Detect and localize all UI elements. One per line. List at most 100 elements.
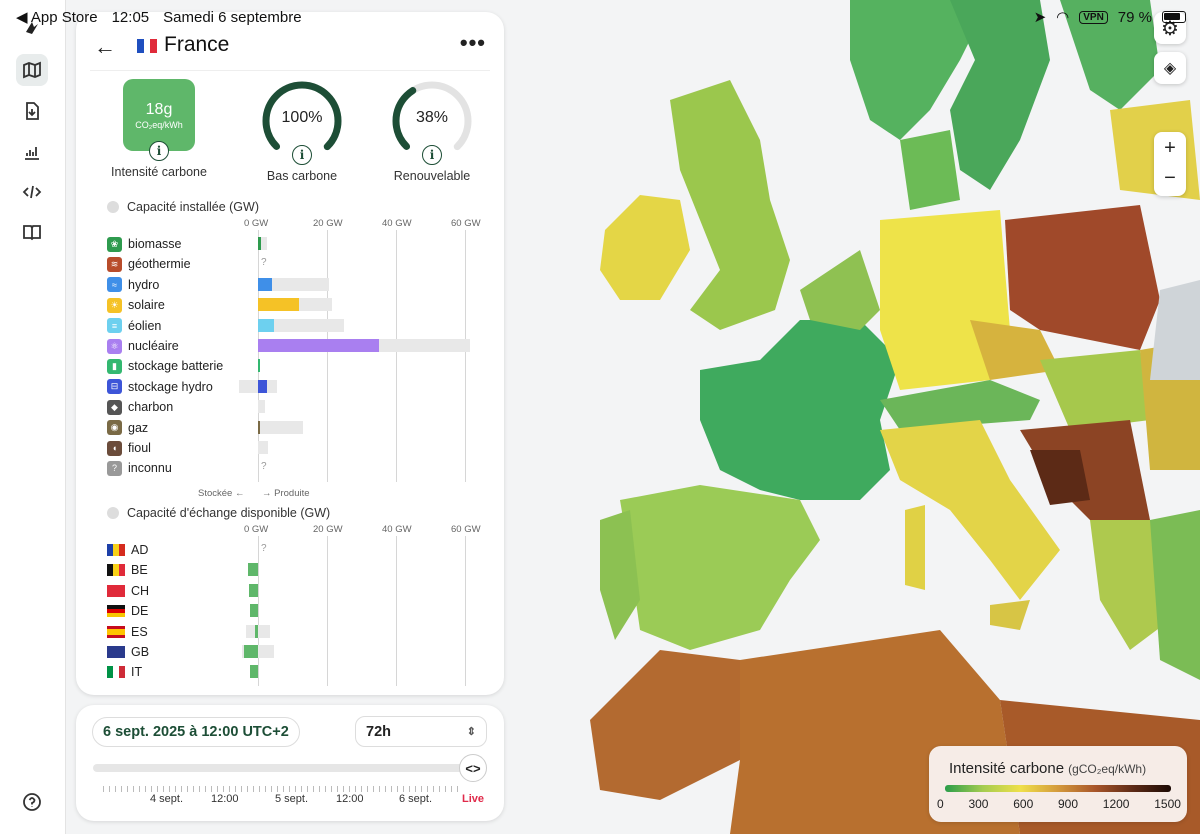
source-row[interactable]: ☀ solaire <box>107 296 165 314</box>
balkans-region[interactable] <box>1020 420 1150 520</box>
range-selector[interactable]: 72h ⇕ <box>355 716 487 747</box>
germany-region[interactable] <box>880 210 1010 390</box>
axis-tick-label: 40 GW <box>382 218 412 229</box>
production-bar[interactable] <box>258 298 300 312</box>
norway-region[interactable] <box>850 0 990 140</box>
spain-region[interactable] <box>620 485 820 650</box>
zoom-out-button[interactable]: − <box>1164 167 1176 189</box>
capacity-bar[interactable] <box>258 420 303 434</box>
radio-icon[interactable] <box>107 201 119 213</box>
source-row[interactable]: ◉ gaz <box>107 419 148 437</box>
morocco-region[interactable] <box>590 650 740 800</box>
exchange-flow-bar[interactable] <box>249 583 258 597</box>
exchange-title-text: Capacité d'échange disponible (GW) <box>127 506 331 520</box>
time-slider-track[interactable] <box>93 764 473 772</box>
exchange-row[interactable]: ES <box>107 623 148 641</box>
country-panel: ← France ••• 18g CO₂eq/kWh i Intensité c… <box>76 12 504 695</box>
exchange-row[interactable]: GB <box>107 643 149 661</box>
production-bar[interactable] <box>258 277 272 291</box>
back-to-app-store[interactable]: ◀ App Store <box>16 9 98 26</box>
production-bar[interactable] <box>258 318 274 332</box>
austria-switzerland-region[interactable] <box>880 380 1040 430</box>
portugal-region[interactable] <box>600 510 640 640</box>
source-label: fioul <box>128 441 151 455</box>
source-row[interactable]: ? inconnu <box>107 459 172 477</box>
exchange-row[interactable]: AD <box>107 541 148 559</box>
source-row[interactable]: ❀ biomasse <box>107 235 182 253</box>
capacity-bar[interactable] <box>258 318 345 332</box>
help-nav-button[interactable] <box>16 786 48 818</box>
production-bar[interactable] <box>258 420 260 434</box>
czechia-region[interactable] <box>970 320 1060 380</box>
source-row[interactable]: ⊟ stockage hydro <box>107 378 213 396</box>
belgium-netherlands-region[interactable] <box>800 250 880 330</box>
exchange-row[interactable]: BE <box>107 561 148 579</box>
docs-nav-button[interactable] <box>16 216 48 248</box>
production-bar[interactable] <box>258 339 379 352</box>
layers-button[interactable]: ◈ <box>1154 52 1186 84</box>
ireland-region[interactable] <box>600 195 690 300</box>
sicily-region[interactable] <box>990 600 1030 630</box>
exchange-capacity-bar[interactable] <box>245 624 271 638</box>
exchange-row[interactable]: DE <box>107 602 148 620</box>
sweden-region[interactable] <box>950 0 1050 190</box>
exchange-row[interactable]: IT <box>107 663 142 681</box>
panel-scroll-area[interactable]: 18g CO₂eq/kWh i Intensité carbone 100% i… <box>90 70 490 690</box>
renewable-value: 38% <box>415 109 449 126</box>
info-icon[interactable]: i <box>292 145 312 165</box>
stats-nav-button[interactable] <box>16 136 48 168</box>
production-bar[interactable] <box>258 359 260 373</box>
italy-region[interactable] <box>880 420 1060 600</box>
source-row[interactable]: ≡ éolien <box>107 317 161 335</box>
finland-region[interactable] <box>1060 0 1160 110</box>
france-region[interactable] <box>700 320 900 500</box>
chart-icon <box>25 147 39 160</box>
app-logo-icon[interactable] <box>16 12 48 44</box>
capacity-bar[interactable] <box>258 441 269 454</box>
exchange-flow-bar[interactable] <box>250 665 258 679</box>
great-britain-region[interactable] <box>670 80 790 330</box>
exchange-row[interactable]: CH <box>107 582 149 600</box>
capacity-section-title[interactable]: Capacité installée (GW) <box>107 200 259 214</box>
more-options-icon[interactable]: ••• <box>459 30 486 55</box>
capacity-bar[interactable] <box>258 237 267 250</box>
production-bar[interactable] <box>258 237 262 250</box>
capacity-bar[interactable] <box>258 400 265 414</box>
live-label[interactable]: Live <box>462 793 485 805</box>
source-row[interactable]: ◆ charbon <box>107 398 173 416</box>
turkey-region[interactable] <box>1150 510 1200 680</box>
info-icon[interactable]: i <box>149 141 169 161</box>
info-icon[interactable]: i <box>422 145 442 165</box>
poland-region[interactable] <box>1005 205 1160 350</box>
sardinia-corsica-region[interactable] <box>905 505 925 590</box>
exchange-flow-bar[interactable] <box>247 563 258 577</box>
source-row[interactable]: ◖ fioul <box>107 439 151 457</box>
production-bar[interactable] <box>258 379 267 393</box>
time-slider-handle[interactable]: <> <box>459 754 487 782</box>
hungary-slovakia-region[interactable] <box>1040 350 1150 430</box>
nuclear-icon: ⚛ <box>107 338 122 354</box>
download-nav-button[interactable] <box>16 95 48 127</box>
source-row[interactable]: ⚛ nucléaire <box>107 337 179 355</box>
api-nav-button[interactable] <box>16 176 48 208</box>
zoom-in-button[interactable]: + <box>1164 137 1176 159</box>
date-selector[interactable]: 6 sept. 2025 à 12:00 UTC+2 <box>92 717 300 747</box>
bosnia-region[interactable] <box>1030 450 1090 505</box>
capacity-bar[interactable] <box>258 277 329 291</box>
exchange-section-title[interactable]: Capacité d'échange disponible (GW) <box>107 506 330 520</box>
greece-region[interactable] <box>1090 520 1170 650</box>
source-row[interactable]: ≈ hydro <box>107 276 159 294</box>
radio-icon[interactable] <box>107 507 119 519</box>
axis-tick-label: 20 GW <box>313 524 343 535</box>
oil-icon: ◖ <box>107 440 122 456</box>
exchange-flow-bar[interactable] <box>255 624 258 638</box>
denmark-region[interactable] <box>900 130 960 210</box>
back-arrow-icon[interactable]: ← <box>94 34 116 59</box>
exchange-flow-bar[interactable] <box>244 645 258 658</box>
belarus-region[interactable] <box>1150 280 1200 380</box>
source-row[interactable]: ≋ géothermie <box>107 255 191 273</box>
storage-capacity-bar[interactable] <box>239 379 258 393</box>
source-row[interactable]: ▮ stockage batterie <box>107 357 223 375</box>
map-nav-button[interactable] <box>16 54 48 86</box>
exchange-flow-bar[interactable] <box>250 604 258 618</box>
